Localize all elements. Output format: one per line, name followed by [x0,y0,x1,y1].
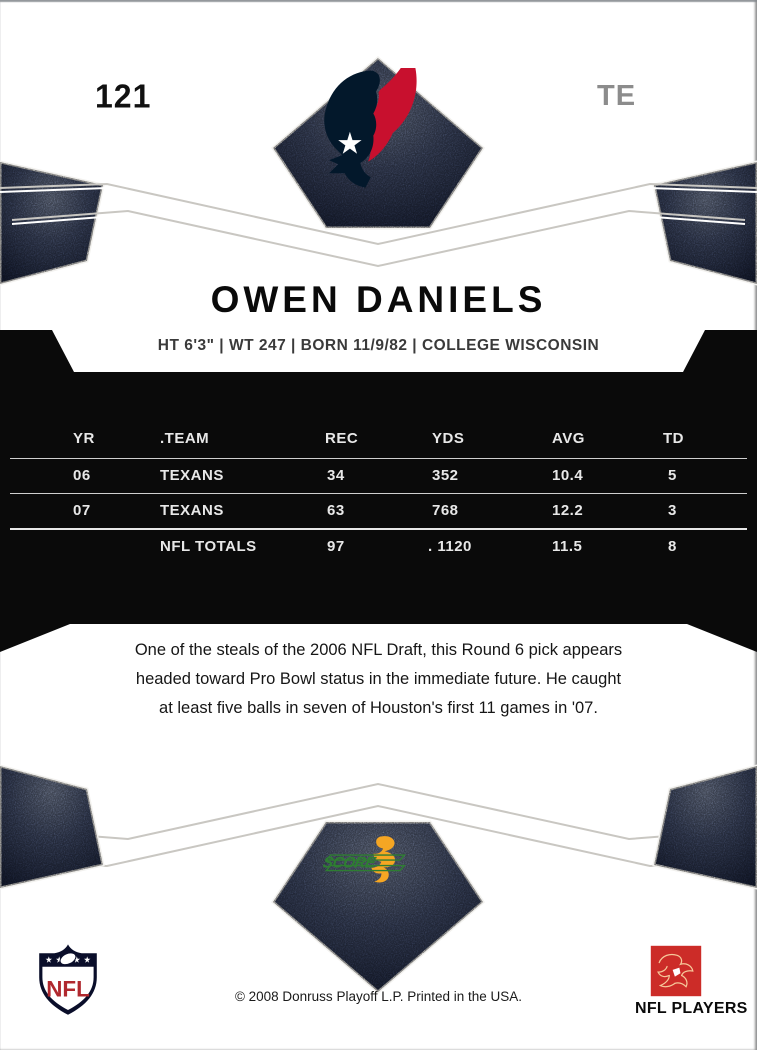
svg-text:SCORE: SCORE [323,855,378,872]
